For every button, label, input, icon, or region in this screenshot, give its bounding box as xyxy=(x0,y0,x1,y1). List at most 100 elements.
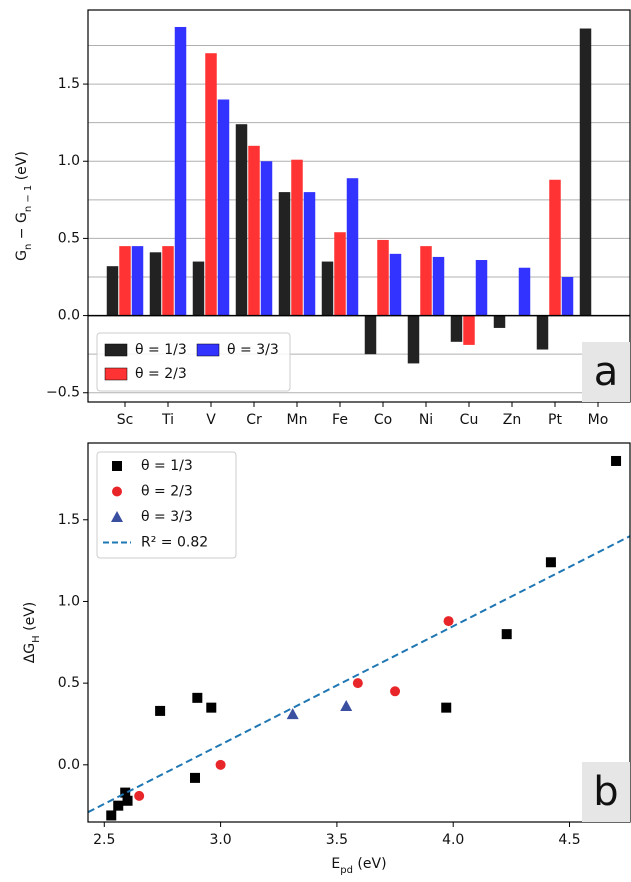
axis-label-part: E xyxy=(331,856,340,872)
bar xyxy=(346,178,359,316)
axes-frame xyxy=(87,9,631,403)
x-tick-label: Co xyxy=(374,412,392,428)
bar xyxy=(235,124,248,316)
panel-label-box xyxy=(582,342,630,402)
square-marker xyxy=(206,702,217,713)
bar xyxy=(579,28,592,316)
axis-label-subscript: n − 1 xyxy=(23,185,34,212)
bar xyxy=(149,252,162,316)
bar xyxy=(217,99,230,316)
axis-label-part: ΔG xyxy=(22,643,38,663)
legend-label: θ = 3/3 xyxy=(141,509,193,525)
triangle-marker xyxy=(340,700,353,712)
legend-swatch xyxy=(196,343,220,357)
legend-swatch xyxy=(104,367,128,381)
bar xyxy=(561,276,574,316)
x-tick-label: Mo xyxy=(588,412,609,428)
legend-label: θ = 1/3 xyxy=(135,342,187,358)
panel-label-box xyxy=(582,762,630,822)
circle-marker xyxy=(390,686,401,697)
legend-label: θ = 3/3 xyxy=(227,342,279,358)
x-tick-label: Cu xyxy=(460,412,479,428)
legend-label: θ = 1/3 xyxy=(141,458,193,474)
circle-marker xyxy=(215,759,226,770)
bar xyxy=(260,161,273,316)
square-marker xyxy=(120,787,131,798)
x-tick-label: 3.0 xyxy=(209,832,231,848)
bar xyxy=(131,246,144,316)
legend-box xyxy=(96,451,237,559)
bar xyxy=(106,266,119,316)
axis-label: Gn − Gn − 1 (eV) xyxy=(14,151,34,261)
x-tick-label: Pt xyxy=(548,412,562,428)
circle-marker xyxy=(352,678,363,689)
square-marker xyxy=(441,702,452,713)
panel-label: a xyxy=(594,349,619,395)
square-marker xyxy=(190,772,201,783)
x-tick-label: 4.5 xyxy=(558,832,580,848)
bar xyxy=(450,315,463,342)
bar xyxy=(377,239,389,316)
axis-label-subscript: pd xyxy=(340,865,353,876)
axis-label: Epd (eV) xyxy=(331,856,386,876)
bar xyxy=(192,261,205,316)
legend-box xyxy=(96,332,291,392)
y-tick-label: 0.5 xyxy=(58,675,80,691)
x-tick-label: Mn xyxy=(287,412,308,428)
bar xyxy=(119,246,131,316)
square-marker xyxy=(122,795,133,806)
square-marker xyxy=(501,629,512,640)
bar xyxy=(174,26,187,316)
bar xyxy=(364,315,377,355)
x-tick-label: Zn xyxy=(503,412,521,428)
square-marker xyxy=(155,705,166,716)
legend-label: θ = 2/3 xyxy=(141,484,193,500)
square-marker xyxy=(106,810,117,821)
triangle-marker xyxy=(286,708,299,720)
panel-label: b xyxy=(593,769,618,815)
x-tick-label: Cr xyxy=(246,412,262,428)
bar xyxy=(518,267,531,316)
square-marker xyxy=(112,461,122,471)
y-tick-label: 1.0 xyxy=(58,153,80,169)
square-marker xyxy=(192,692,203,703)
circle-marker xyxy=(112,486,122,497)
legend-swatch xyxy=(104,343,128,357)
axes-frame xyxy=(87,442,631,823)
axis-label-part: − G xyxy=(14,212,30,243)
bar xyxy=(407,315,420,364)
bar xyxy=(248,145,260,316)
fit-line xyxy=(87,535,631,814)
x-tick-label: Fe xyxy=(332,412,348,428)
axis-label-part: (eV) xyxy=(22,602,38,636)
y-tick-label: 1.5 xyxy=(58,512,80,528)
x-tick-label: Sc xyxy=(117,412,134,428)
axis-label-part: (eV) xyxy=(14,151,30,185)
bar xyxy=(432,256,445,316)
bar xyxy=(493,315,506,328)
bar xyxy=(549,179,561,316)
x-tick-label: Ti xyxy=(161,412,174,428)
axis-label-part: (eV) xyxy=(353,856,387,872)
bar xyxy=(278,192,291,316)
bar xyxy=(420,246,432,316)
circle-marker xyxy=(443,616,454,627)
legend-label: θ = 2/3 xyxy=(135,366,187,382)
bar xyxy=(321,261,334,316)
x-tick-label: 3.5 xyxy=(326,832,348,848)
bar xyxy=(475,260,488,316)
y-tick-label: 1.5 xyxy=(58,76,80,92)
y-tick-label: 0.0 xyxy=(58,757,80,773)
square-marker xyxy=(545,557,556,568)
legend-label: R² = 0.82 xyxy=(141,535,208,551)
y-tick-label: 1.0 xyxy=(58,593,80,609)
x-tick-label: Ni xyxy=(419,412,433,428)
axis-label-subscript: H xyxy=(31,635,42,643)
axis-label-part: G xyxy=(14,250,30,261)
bar xyxy=(334,232,346,316)
triangle-marker xyxy=(111,511,123,522)
axis-label-subscript: n xyxy=(23,244,34,250)
square-marker xyxy=(611,455,622,466)
x-tick-label: 4.0 xyxy=(442,832,464,848)
